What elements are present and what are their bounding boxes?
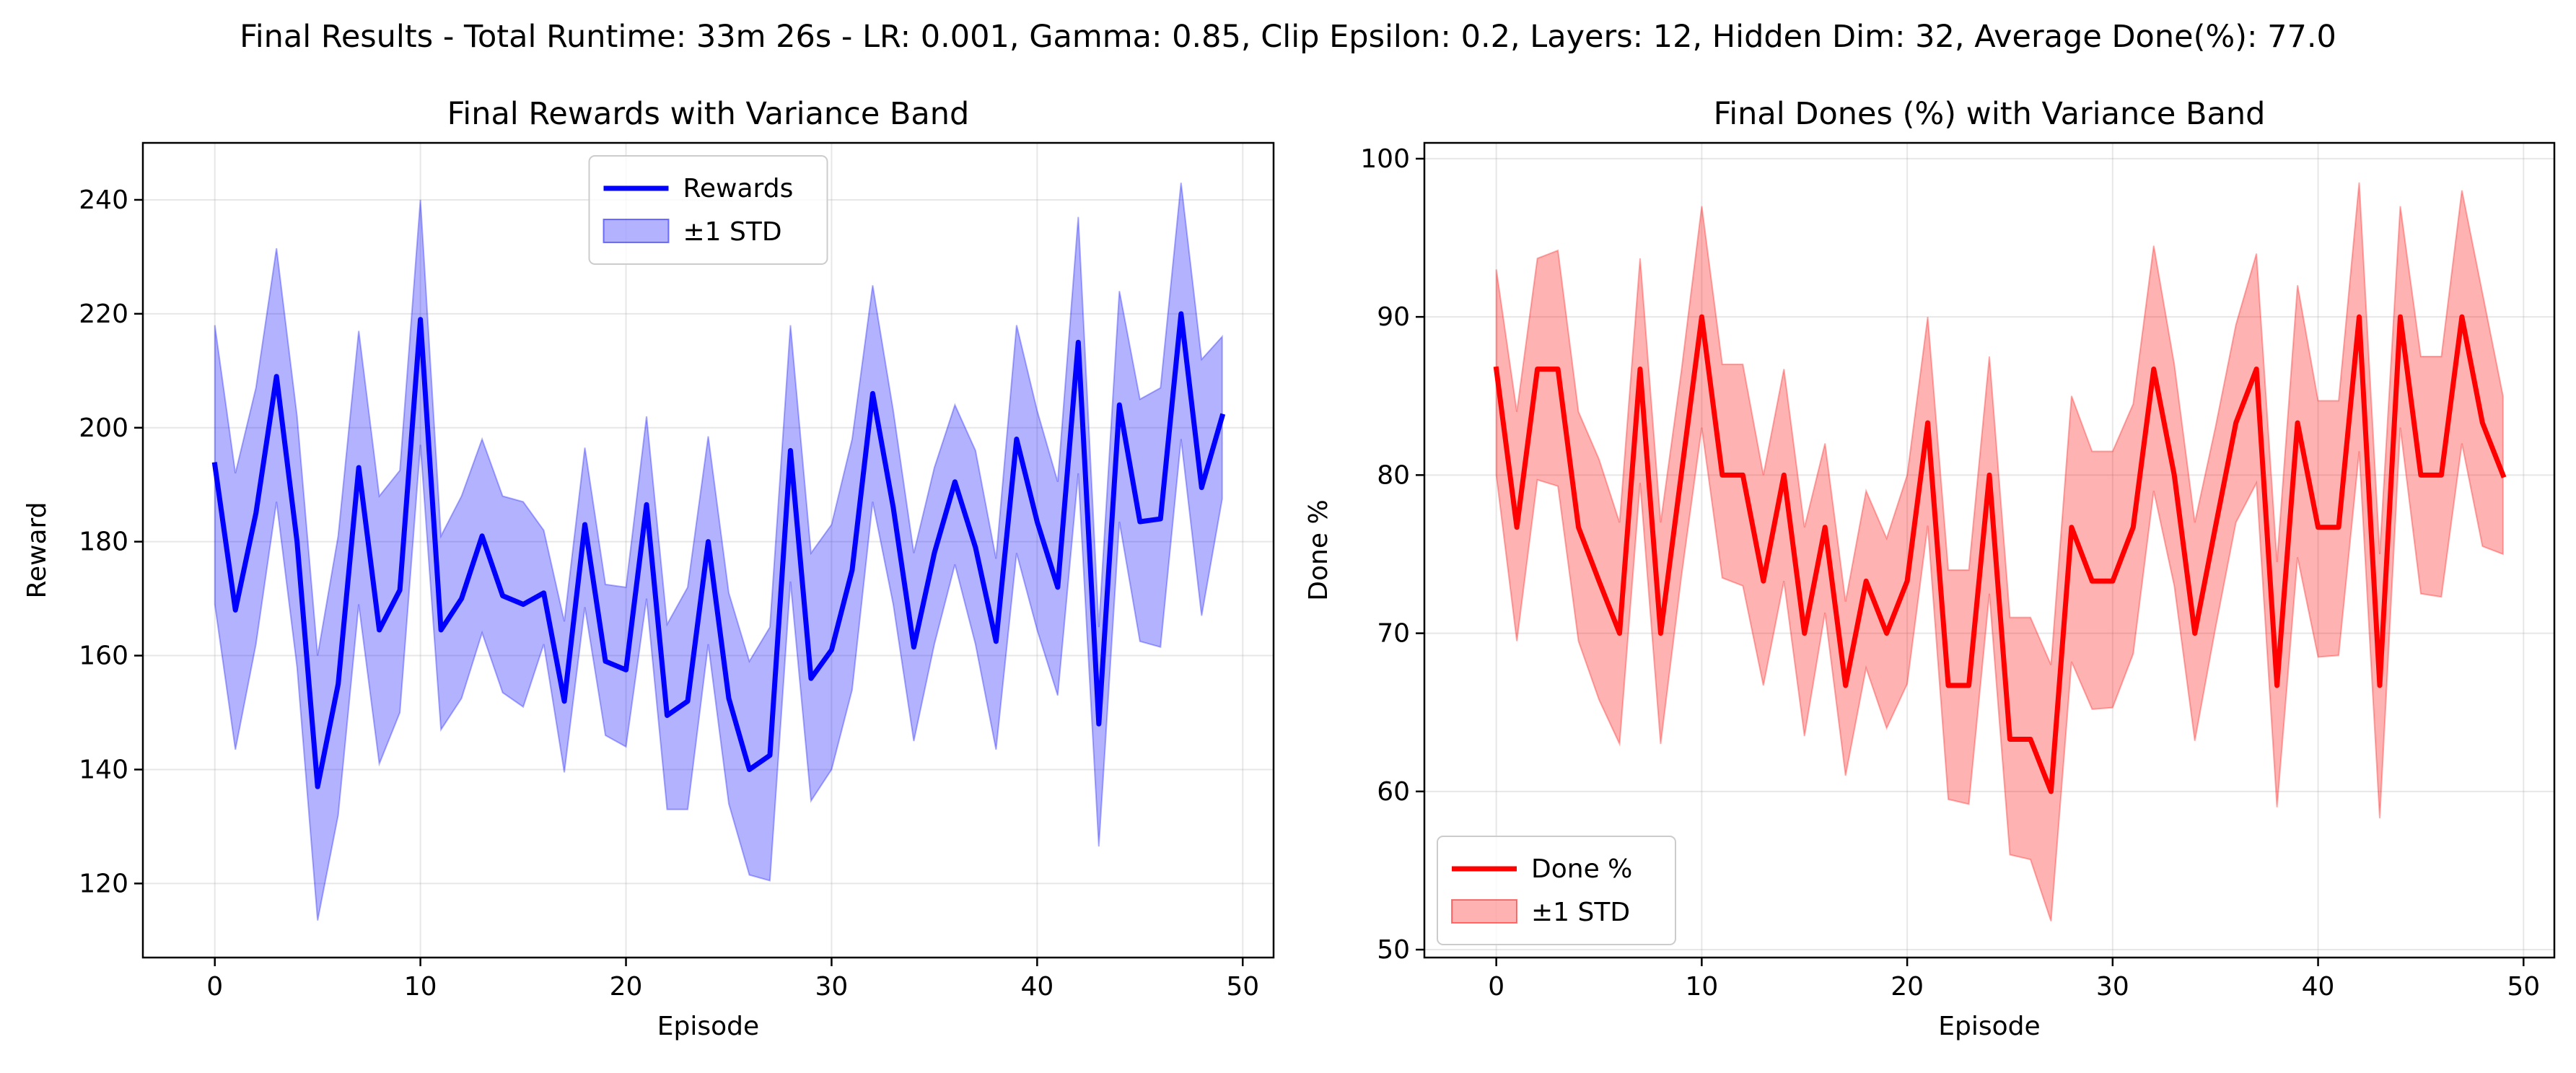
x-tick-label: 50 <box>1226 972 1259 1002</box>
legend-frame <box>588 155 828 265</box>
y-tick-label: 200 <box>79 413 128 443</box>
legend-band-swatch <box>1451 899 1517 924</box>
x-tick-label: 10 <box>1685 972 1718 1002</box>
y-tick-label: 180 <box>79 527 128 557</box>
y-tick-label: 80 <box>1377 460 1410 490</box>
x-tick-label: 50 <box>2507 972 2540 1002</box>
x-tick-label: 30 <box>2096 972 2129 1002</box>
axes-frame <box>1423 141 2556 959</box>
axes-frame <box>141 141 1275 959</box>
x-tick-label: 20 <box>1891 972 1924 1002</box>
series-line <box>1493 314 2507 794</box>
x-axis-label: Episode <box>657 1012 759 1041</box>
x-tick-label: 0 <box>1488 972 1504 1002</box>
legend-label: Done % <box>1531 854 1632 884</box>
y-tick-label: 90 <box>1377 302 1410 332</box>
figure-suptitle: Final Results - Total Runtime: 33m 26s -… <box>240 19 2336 55</box>
x-tick-label: 10 <box>404 972 437 1002</box>
y-tick-label: 220 <box>79 299 128 329</box>
legend-band-swatch <box>603 219 670 243</box>
y-tick-label: 120 <box>79 869 128 898</box>
y-axis-label: Reward <box>22 502 52 598</box>
x-tick-label: 0 <box>206 972 223 1002</box>
series-line <box>211 311 1226 789</box>
y-tick-label: 160 <box>79 641 128 671</box>
y-tick-label: 70 <box>1377 619 1410 649</box>
x-tick-label: 40 <box>2302 972 2335 1002</box>
dones-panel: 0 10 20 30 40 50 50 60 70 80 90 100 Final Dones (%) … <box>1304 96 2556 1041</box>
legend: Done % ±1 STD <box>1437 836 1676 945</box>
legend-frame <box>1437 836 1676 945</box>
y-axis-label: Done % <box>1304 499 1333 600</box>
x-axis-label: Episode <box>1938 1012 2040 1041</box>
legend-label: Rewards <box>683 174 794 203</box>
y-tick-label: 60 <box>1377 777 1410 807</box>
rewards-panel: 0 10 20 30 40 50 120 140 160 180 200 220 240 Final Re… <box>22 96 1275 1041</box>
chart-title: Final Rewards with Variance Band <box>447 96 970 132</box>
y-tick-label: 240 <box>79 185 128 215</box>
y-tick-label: 50 <box>1377 935 1410 965</box>
x-tick-label: 40 <box>1020 972 1053 1002</box>
chart-title: Final Dones (%) with Variance Band <box>1714 96 2266 132</box>
variance-band <box>1495 182 2504 921</box>
x-tick-label: 30 <box>815 972 849 1002</box>
y-tick-label: 140 <box>79 755 128 784</box>
legend-label: ±1 STD <box>1531 898 1630 927</box>
legend: Rewards ±1 STD <box>588 155 828 265</box>
y-tick-label: 100 <box>1360 144 1410 174</box>
legend-label: ±1 STD <box>683 217 782 247</box>
variance-band <box>214 183 1223 921</box>
x-tick-label: 20 <box>610 972 643 1002</box>
